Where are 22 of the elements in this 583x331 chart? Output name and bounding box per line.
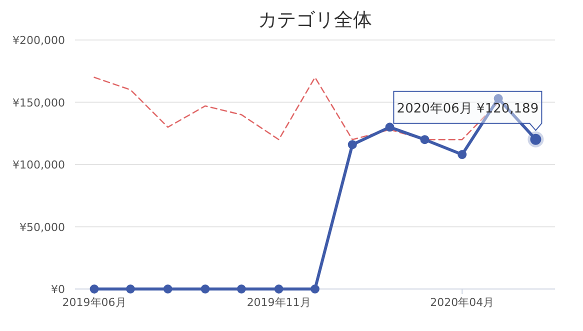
y-tick-label: ¥0 <box>51 283 65 296</box>
point <box>126 284 135 294</box>
point <box>274 284 284 294</box>
point <box>236 284 246 294</box>
y-tick-label: ¥150,000 <box>12 96 65 110</box>
annotation: 2020年06月 ¥120,189 <box>396 101 539 116</box>
point <box>163 284 172 294</box>
point <box>310 284 320 294</box>
point <box>90 284 99 294</box>
point <box>385 122 394 132</box>
y-tick-label: ¥200,000 <box>12 34 65 47</box>
point <box>420 135 430 144</box>
y-tick-label: ¥50,000 <box>20 220 65 234</box>
chart-title: カテゴリ全体 <box>258 9 372 31</box>
y-tick-label: ¥100,000 <box>12 158 65 172</box>
x-tick-label: 2019年11月 <box>246 296 311 309</box>
tooltip: 2020年06月 ¥120,189 <box>393 90 544 148</box>
x-tick-label: 2020年04月 <box>430 296 494 309</box>
point <box>200 284 210 294</box>
x-tick-label: 2019年06月 <box>62 296 126 309</box>
point <box>458 150 467 160</box>
point <box>348 140 357 150</box>
